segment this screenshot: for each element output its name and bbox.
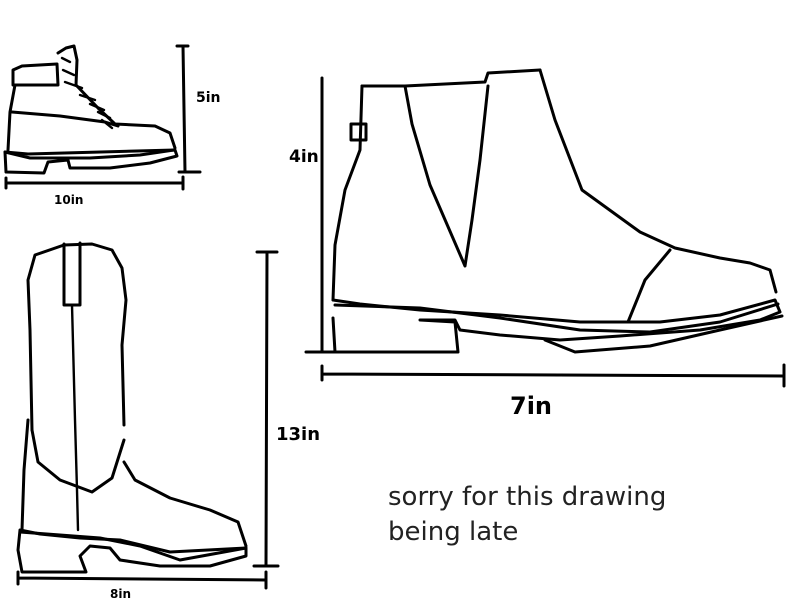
- chelsea-boot-drawing: 4in 7in: [289, 68, 786, 420]
- cowboy-boot-length-dimension: [16, 570, 268, 590]
- chelsea-boot-length-dimension: [320, 363, 786, 388]
- work-boot-drawing: 5in 10in: [3, 44, 221, 207]
- chelsea-boot-length-label: 7in: [510, 392, 552, 420]
- work-boot-length-dimension: [4, 175, 185, 191]
- cowboy-boot-drawing: 13in 8in: [16, 241, 320, 600]
- apology-note-line-2: being late: [388, 517, 519, 547]
- chelsea-boot-height-label: 4in: [289, 147, 319, 167]
- cowboy-boot-outline: [16, 241, 248, 574]
- work-boot-length-label: 10in: [54, 193, 83, 207]
- work-boot-height-dimension: [175, 44, 202, 174]
- apology-note: sorry for this drawing being late: [388, 480, 788, 550]
- cowboy-boot-height-dimension: [252, 250, 280, 568]
- chelsea-boot-height-dimension: [304, 76, 342, 354]
- cowboy-boot-height-label: 13in: [276, 424, 320, 445]
- cowboy-boot-length-label: 8in: [110, 587, 131, 600]
- apology-note-line-1: sorry for this drawing: [388, 482, 667, 512]
- work-boot-height-label: 5in: [196, 90, 221, 106]
- work-boot-outline: [3, 44, 179, 175]
- chelsea-boot-outline: [331, 68, 784, 354]
